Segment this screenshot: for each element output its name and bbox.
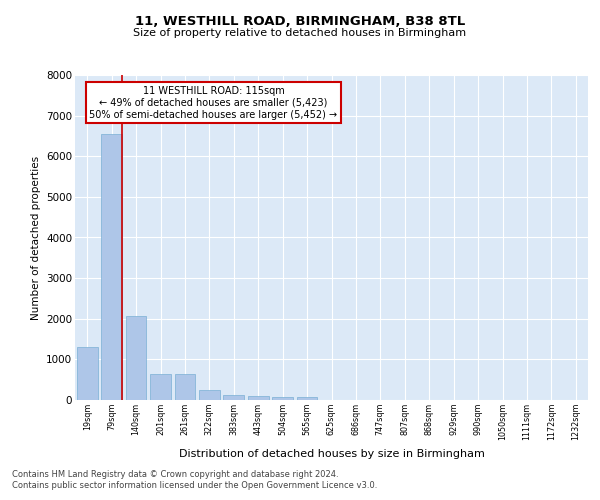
Bar: [125, 316, 146, 400]
Text: Contains HM Land Registry data © Crown copyright and database right 2024.: Contains HM Land Registry data © Crown c…: [12, 470, 338, 479]
Bar: [296, 396, 317, 400]
Y-axis label: Number of detached properties: Number of detached properties: [31, 156, 41, 320]
X-axis label: Distribution of detached houses by size in Birmingham: Distribution of detached houses by size …: [179, 448, 484, 458]
Bar: [272, 396, 293, 400]
Bar: [223, 394, 244, 400]
Text: 11, WESTHILL ROAD, BIRMINGHAM, B38 8TL: 11, WESTHILL ROAD, BIRMINGHAM, B38 8TL: [135, 15, 465, 28]
Text: 11 WESTHILL ROAD: 115sqm
← 49% of detached houses are smaller (5,423)
50% of sem: 11 WESTHILL ROAD: 115sqm ← 49% of detach…: [89, 86, 338, 120]
Text: Contains public sector information licensed under the Open Government Licence v3: Contains public sector information licen…: [12, 481, 377, 490]
Text: Size of property relative to detached houses in Birmingham: Size of property relative to detached ho…: [133, 28, 467, 38]
Bar: [101, 134, 122, 400]
Bar: [248, 396, 269, 400]
Bar: [150, 374, 171, 400]
Bar: [77, 347, 98, 400]
Bar: [199, 390, 220, 400]
Bar: [175, 374, 196, 400]
